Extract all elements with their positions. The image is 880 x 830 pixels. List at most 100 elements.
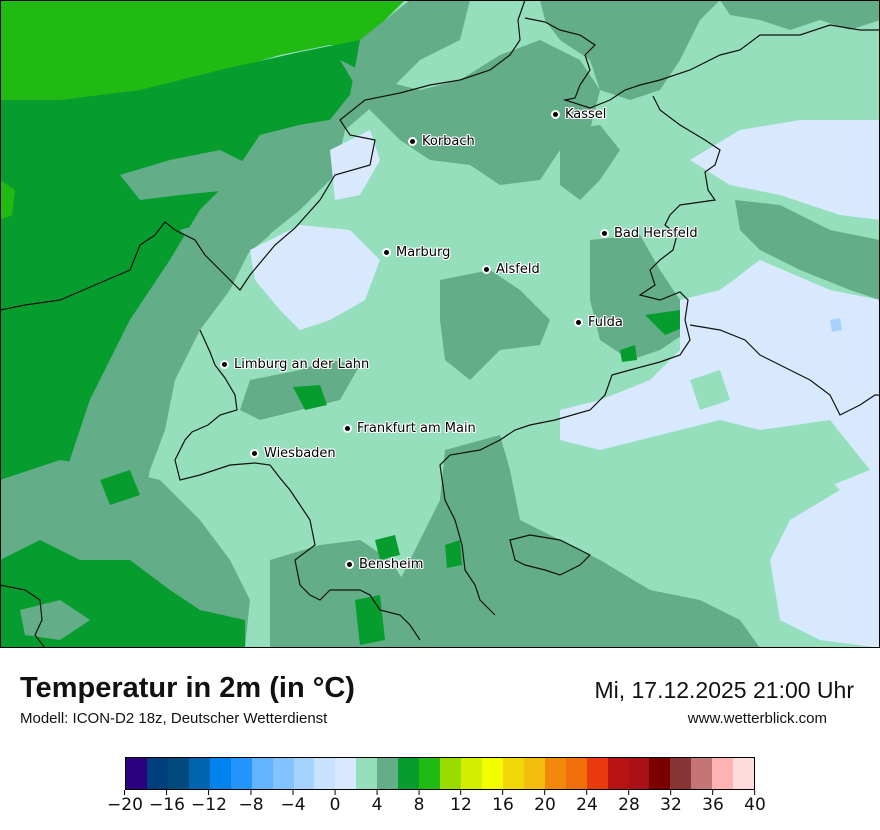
city-dot-icon [220,360,229,369]
city-label: Kassel [565,107,607,122]
city-label: Bensheim [359,557,424,572]
city-label: Korbach [422,134,475,149]
legend-swatch [628,758,650,789]
temperature-map: Kassel Korbach Bad Hersfeld Marburg Alsf… [0,0,880,648]
city-bad-hersfeld: Bad Hersfeld [600,226,698,241]
forecast-datetime: Mi, 17.12.2025 21:00 Uhr [594,677,854,703]
legend-swatch [649,758,671,789]
legend-swatch [544,758,566,789]
legend-tick-label: −20 [107,795,143,815]
legend-tick-label: 8 [413,795,425,815]
legend-swatch [502,758,524,789]
city-dot-icon [408,137,417,146]
legend-swatch [230,758,252,789]
city-kassel: Kassel [551,107,606,122]
legend-swatch [733,758,755,789]
legend-tick-label: 12 [450,795,472,815]
city-label: Marburg [396,245,451,260]
map-frame [0,0,880,648]
legend-tick-label: 16 [492,795,514,815]
city-bensheim: Bensheim [345,557,423,572]
city-label: Bad Hersfeld [614,226,698,241]
legend-swatch [523,758,545,789]
legend-tick-label: −12 [191,795,227,815]
legend-swatch [251,758,273,789]
chart-title: Temperatur in 2m (in °C) [20,672,355,704]
legend-tick: −4 [280,790,306,815]
legend-tick: 4 [371,790,383,815]
legend-tick-label: 32 [660,795,682,815]
legend-tick-label: 24 [576,795,598,815]
city-label: Limburg an der Lahn [234,357,370,372]
model-source: Modell: ICON-D2 18z, Deutscher Wetterdie… [20,710,328,727]
city-fulda: Fulda [574,315,623,330]
legend-tick-label: −16 [149,795,185,815]
legend-tick: 8 [413,790,425,815]
city-dot-icon [574,318,583,327]
legend-ticks: −20 −16 −12 −8 −4 0 4 8 12 16 20 24 28 32 36 40 [107,790,766,820]
city-dot-icon [382,248,391,257]
legend-swatch [607,758,629,789]
city-limburg: Limburg an der Lahn [220,357,369,372]
legend-tick: 20 [534,790,556,815]
city-dot-icon [551,110,560,119]
city-frankfurt: Frankfurt am Main [343,421,476,436]
legend-swatch [691,758,713,789]
legend-swatch [565,758,587,789]
city-dot-icon [343,424,352,433]
legend-tick: 40 [744,790,766,815]
legend-swatch [419,758,441,789]
legend-tick-label: 40 [744,795,766,815]
legend-swatch [440,758,461,789]
legend-tick: −8 [238,790,264,815]
legend-tick: 32 [660,790,682,815]
legend-swatch [712,758,734,789]
legend-tick-label: 20 [534,795,556,815]
legend-tick-label: −8 [238,795,264,815]
city-wiesbaden: Wiesbaden [250,446,336,461]
temperature-field [0,0,880,648]
legend-tick: 12 [450,790,472,815]
legend-swatch [461,758,482,789]
legend-swatch [377,758,399,789]
legend-swatch [293,758,315,789]
city-dot-icon [482,265,491,274]
legend-swatch [314,758,336,789]
legend-swatch [209,758,231,789]
legend-swatch [272,758,294,789]
legend-tick: −20 [107,790,143,815]
legend-swatch [481,758,503,789]
legend-tick-label: 0 [329,795,341,815]
legend-tick-label: 4 [371,795,383,815]
legend-tick: 16 [492,790,514,815]
legend-tick: 24 [576,790,598,815]
legend-swatch [670,758,692,789]
city-marburg: Marburg [382,245,450,260]
website-link[interactable]: www.wetterblick.com [687,710,827,727]
legend-tick: 36 [702,790,724,815]
legend-swatch [586,758,608,789]
city-label: Wiesbaden [264,446,336,461]
legend-tick: −12 [191,790,227,815]
legend-tick: −16 [149,790,185,815]
city-label: Alsfeld [496,262,540,277]
legend-swatch [335,758,357,789]
legend-tick-label: 28 [618,795,640,815]
city-alsfeld: Alsfeld [482,262,540,277]
city-label: Frankfurt am Main [357,421,476,436]
legend-swatch [188,758,210,789]
city-dot-icon [600,229,609,238]
legend-swatch [126,758,147,789]
legend-tick-label: −4 [280,795,306,815]
legend-swatch [356,758,378,789]
city-dot-icon [345,560,354,569]
legend-swatch [167,758,189,789]
city-label: Fulda [588,315,623,330]
legend-swatch [398,758,420,789]
legend-swatch [146,758,168,789]
legend-tick: 0 [329,790,341,815]
legend-tick-label: 36 [702,795,724,815]
city-dot-icon [250,449,259,458]
legend-tick: 28 [618,790,640,815]
color-legend [125,757,755,790]
